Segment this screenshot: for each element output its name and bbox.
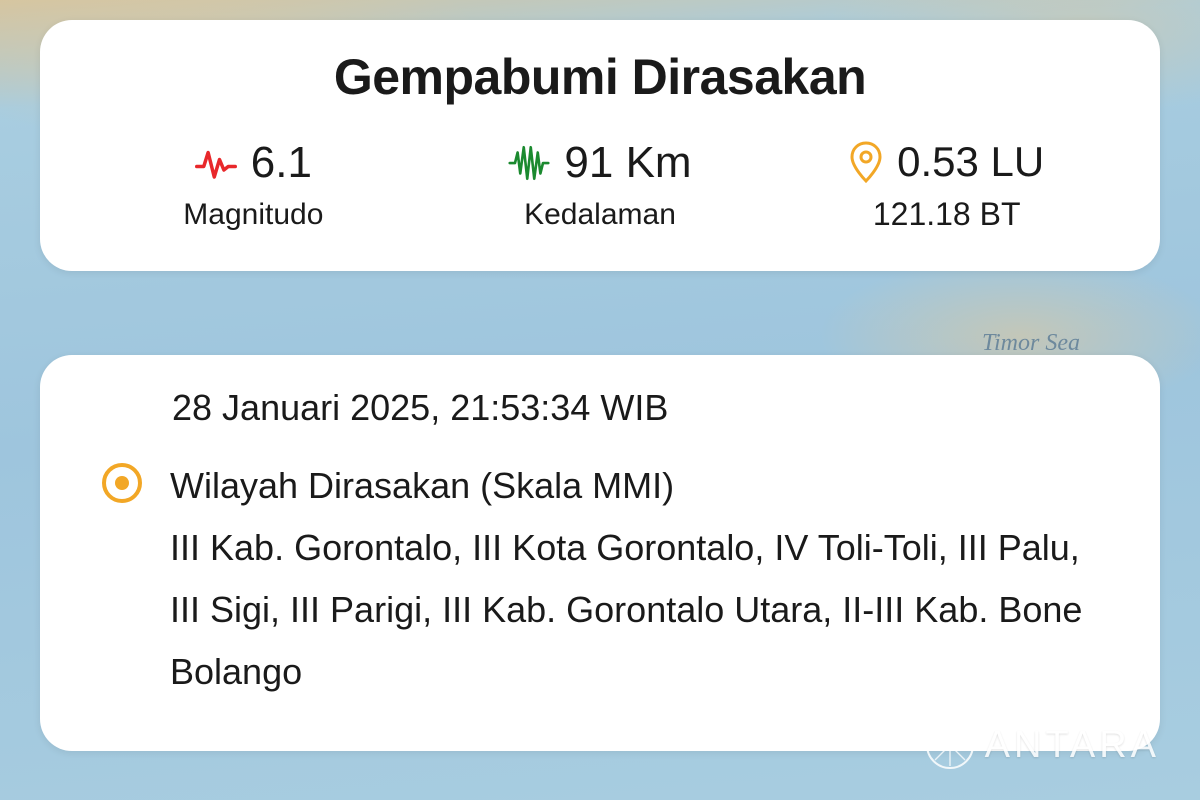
region-list: III Kab. Gorontalo, III Kota Gorontalo, … xyxy=(170,517,1100,703)
stat-coordinates: 0.53 LU 121.18 BT xyxy=(783,138,1110,233)
watermark-text: ANTARA xyxy=(985,724,1160,767)
watermark: ANTARA xyxy=(925,720,1160,770)
latitude-value: 0.53 LU xyxy=(897,138,1044,186)
card-title: Gempabumi Dirasakan xyxy=(90,48,1110,106)
map-sea-label: Timor Sea xyxy=(982,330,1080,357)
timestamp: 28 Januari 2025, 21:53:34 WIB xyxy=(172,387,1100,429)
affected-regions-row: Wilayah Dirasakan (Skala MMI) III Kab. G… xyxy=(100,455,1100,703)
stat-magnitude: 6.1 Magnitudo xyxy=(90,138,417,233)
depth-value: 91 Km xyxy=(564,138,691,188)
depth-icon xyxy=(508,142,550,184)
target-icon xyxy=(100,461,144,505)
stats-row: 6.1 Magnitudo 91 Km Kedalaman 0.53 LU 12 xyxy=(90,138,1110,233)
location-pin-icon xyxy=(849,141,883,183)
longitude-value: 121.18 BT xyxy=(783,196,1110,233)
depth-label: Kedalaman xyxy=(437,198,764,232)
earthquake-details-card: 28 Januari 2025, 21:53:34 WIB Wilayah Di… xyxy=(40,355,1160,751)
magnitude-label: Magnitudo xyxy=(90,198,417,232)
region-heading: Wilayah Dirasakan (Skala MMI) xyxy=(170,455,1100,517)
magnitude-icon xyxy=(195,142,237,184)
stat-depth: 91 Km Kedalaman xyxy=(437,138,764,233)
region-text-block: Wilayah Dirasakan (Skala MMI) III Kab. G… xyxy=(170,455,1100,703)
magnitude-value: 6.1 xyxy=(251,138,312,188)
earthquake-summary-card: Gempabumi Dirasakan 6.1 Magnitudo 91 Km … xyxy=(40,20,1160,271)
watermark-logo-icon xyxy=(925,720,975,770)
